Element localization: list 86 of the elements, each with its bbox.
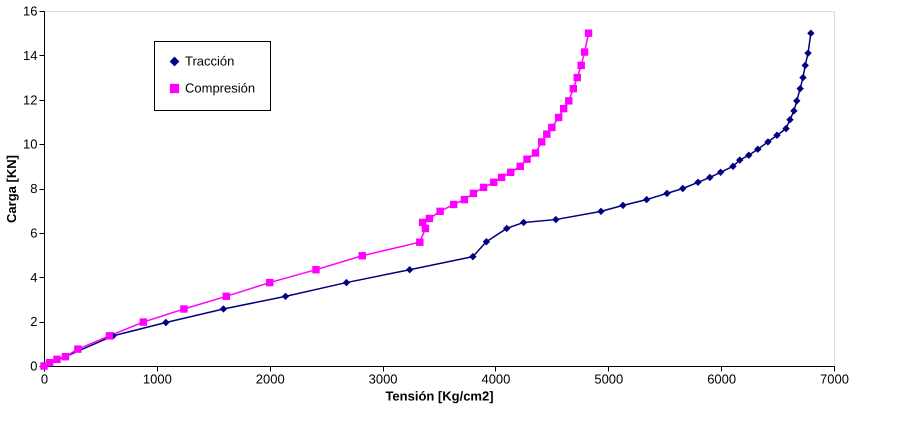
point — [799, 74, 807, 82]
point — [793, 97, 800, 105]
point — [426, 214, 434, 222]
point — [470, 190, 478, 198]
point — [506, 168, 514, 176]
point — [736, 156, 744, 164]
point — [790, 107, 798, 115]
point — [764, 138, 772, 146]
point — [342, 278, 350, 286]
point — [516, 162, 524, 170]
point — [786, 116, 794, 124]
point — [782, 124, 790, 132]
point — [498, 174, 506, 182]
point — [716, 168, 724, 176]
point — [312, 266, 320, 274]
point — [490, 178, 498, 186]
point — [804, 49, 812, 57]
x-tick-label: 1000 — [142, 372, 172, 386]
y-tick-label: 8 — [30, 181, 38, 196]
point — [543, 130, 550, 138]
point — [538, 138, 546, 146]
point — [53, 356, 61, 364]
y-tick-label: 6 — [30, 225, 38, 240]
point — [62, 352, 70, 360]
point — [469, 252, 477, 260]
point — [807, 29, 815, 37]
point — [574, 74, 581, 82]
point — [450, 200, 458, 208]
x-tick-label: 3000 — [368, 372, 398, 386]
point — [642, 196, 650, 204]
y-tick-label: 10 — [23, 136, 38, 152]
point — [358, 252, 366, 260]
y-tick-label: 2 — [30, 314, 38, 330]
point — [552, 216, 560, 224]
point — [570, 84, 578, 92]
point — [162, 318, 170, 326]
point — [523, 156, 531, 163]
point — [418, 218, 426, 226]
point — [436, 208, 444, 216]
point — [754, 146, 762, 153]
point — [180, 305, 188, 313]
point — [74, 345, 82, 353]
x-tick-label: 4000 — [481, 372, 510, 386]
legend-label: Compresión — [185, 80, 256, 96]
point — [729, 162, 737, 170]
point — [266, 278, 274, 286]
y-axis-title: Carga [KN] — [4, 155, 20, 223]
legend-label: Tracción — [185, 54, 234, 68]
point — [222, 292, 230, 300]
point — [597, 208, 605, 216]
point — [220, 305, 228, 313]
point — [580, 48, 588, 56]
point — [796, 84, 804, 92]
x-tick-label: 7000 — [820, 372, 849, 386]
point — [584, 29, 592, 37]
point — [416, 238, 424, 246]
point — [745, 152, 752, 159]
point — [406, 266, 414, 274]
y-tick-label: 16 — [23, 4, 38, 18]
x-axis-title: Tensión [Kg/cm2] — [385, 388, 494, 404]
point — [554, 114, 562, 122]
point — [503, 224, 510, 232]
y-tick-label: 4 — [30, 270, 38, 285]
x-tick-label: 6000 — [707, 372, 736, 386]
point — [282, 292, 290, 300]
x-tick-label: 2000 — [256, 372, 285, 386]
x-tick-label: 0 — [40, 372, 48, 386]
point — [548, 124, 556, 132]
y-tick-label: 12 — [23, 92, 38, 108]
point — [802, 62, 809, 70]
y-tick-label: 14 — [23, 48, 38, 63]
point — [520, 218, 528, 226]
point — [560, 104, 568, 112]
point — [460, 196, 468, 204]
y-tick-label: 0 — [30, 358, 38, 374]
point — [577, 62, 585, 70]
point — [480, 184, 488, 192]
point — [706, 174, 714, 182]
point — [619, 202, 627, 210]
point — [46, 358, 54, 366]
point — [140, 318, 148, 326]
point — [565, 97, 572, 105]
point — [106, 332, 114, 340]
point — [482, 238, 490, 246]
x-tick-label: 5000 — [594, 372, 624, 386]
point — [663, 190, 671, 198]
